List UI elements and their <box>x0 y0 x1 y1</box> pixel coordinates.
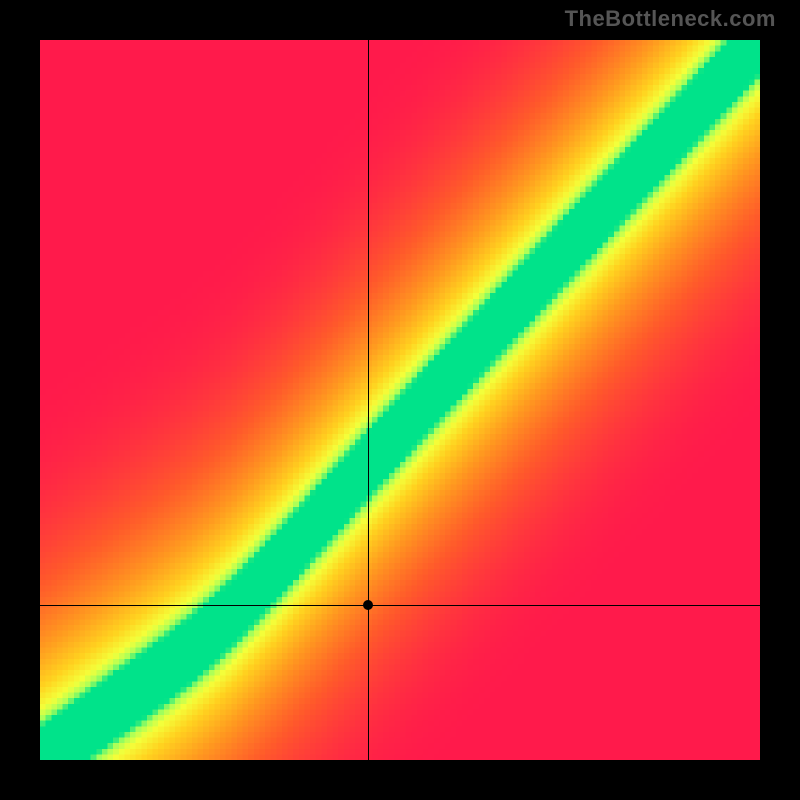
watermark-text: TheBottleneck.com <box>565 6 776 32</box>
crosshair-marker-dot <box>363 600 373 610</box>
crosshair-horizontal-line <box>40 605 760 606</box>
chart-frame: TheBottleneck.com <box>0 0 800 800</box>
crosshair-vertical-line <box>368 40 369 760</box>
bottleneck-heatmap <box>40 40 760 760</box>
heatmap-plot-area <box>40 40 760 760</box>
